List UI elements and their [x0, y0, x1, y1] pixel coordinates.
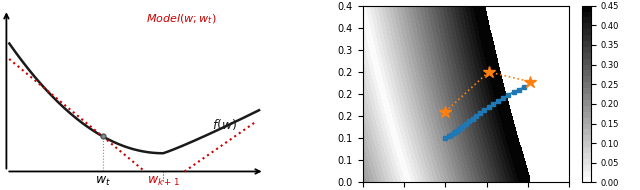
Subgradient — [504, 94, 512, 96]
Subgradient — [476, 112, 484, 115]
Subgradient — [499, 97, 507, 99]
Subgradient — [480, 109, 488, 112]
Text: $w_t$: $w_t$ — [95, 175, 111, 188]
Text: Model$(w; w_t)$: Model$(w; w_t)$ — [147, 12, 217, 26]
Line: Subgradient: Subgradient — [444, 86, 525, 140]
Text: $w_{k+1}$: $w_{k+1}$ — [147, 175, 179, 188]
Subgradient — [455, 128, 463, 131]
Subgradient — [520, 86, 527, 89]
Subgradient — [484, 106, 492, 108]
Subgradient — [445, 135, 452, 138]
Subgradient — [510, 91, 518, 93]
Subgradient — [472, 115, 480, 117]
Subgradient — [490, 103, 497, 105]
Subgradient — [515, 89, 523, 91]
Subgradient — [450, 132, 458, 135]
Subgradient — [460, 125, 467, 127]
Text: $f(w)$: $f(w)$ — [212, 116, 237, 131]
Subgradient — [447, 134, 455, 136]
Subgradient — [494, 100, 502, 102]
Subgradient — [465, 120, 473, 123]
Subgradient — [457, 127, 465, 129]
Subgradient — [462, 123, 470, 125]
Subgradient — [451, 131, 459, 133]
Subgradient — [442, 137, 449, 139]
Subgradient — [453, 130, 461, 132]
Subgradient — [468, 118, 476, 120]
